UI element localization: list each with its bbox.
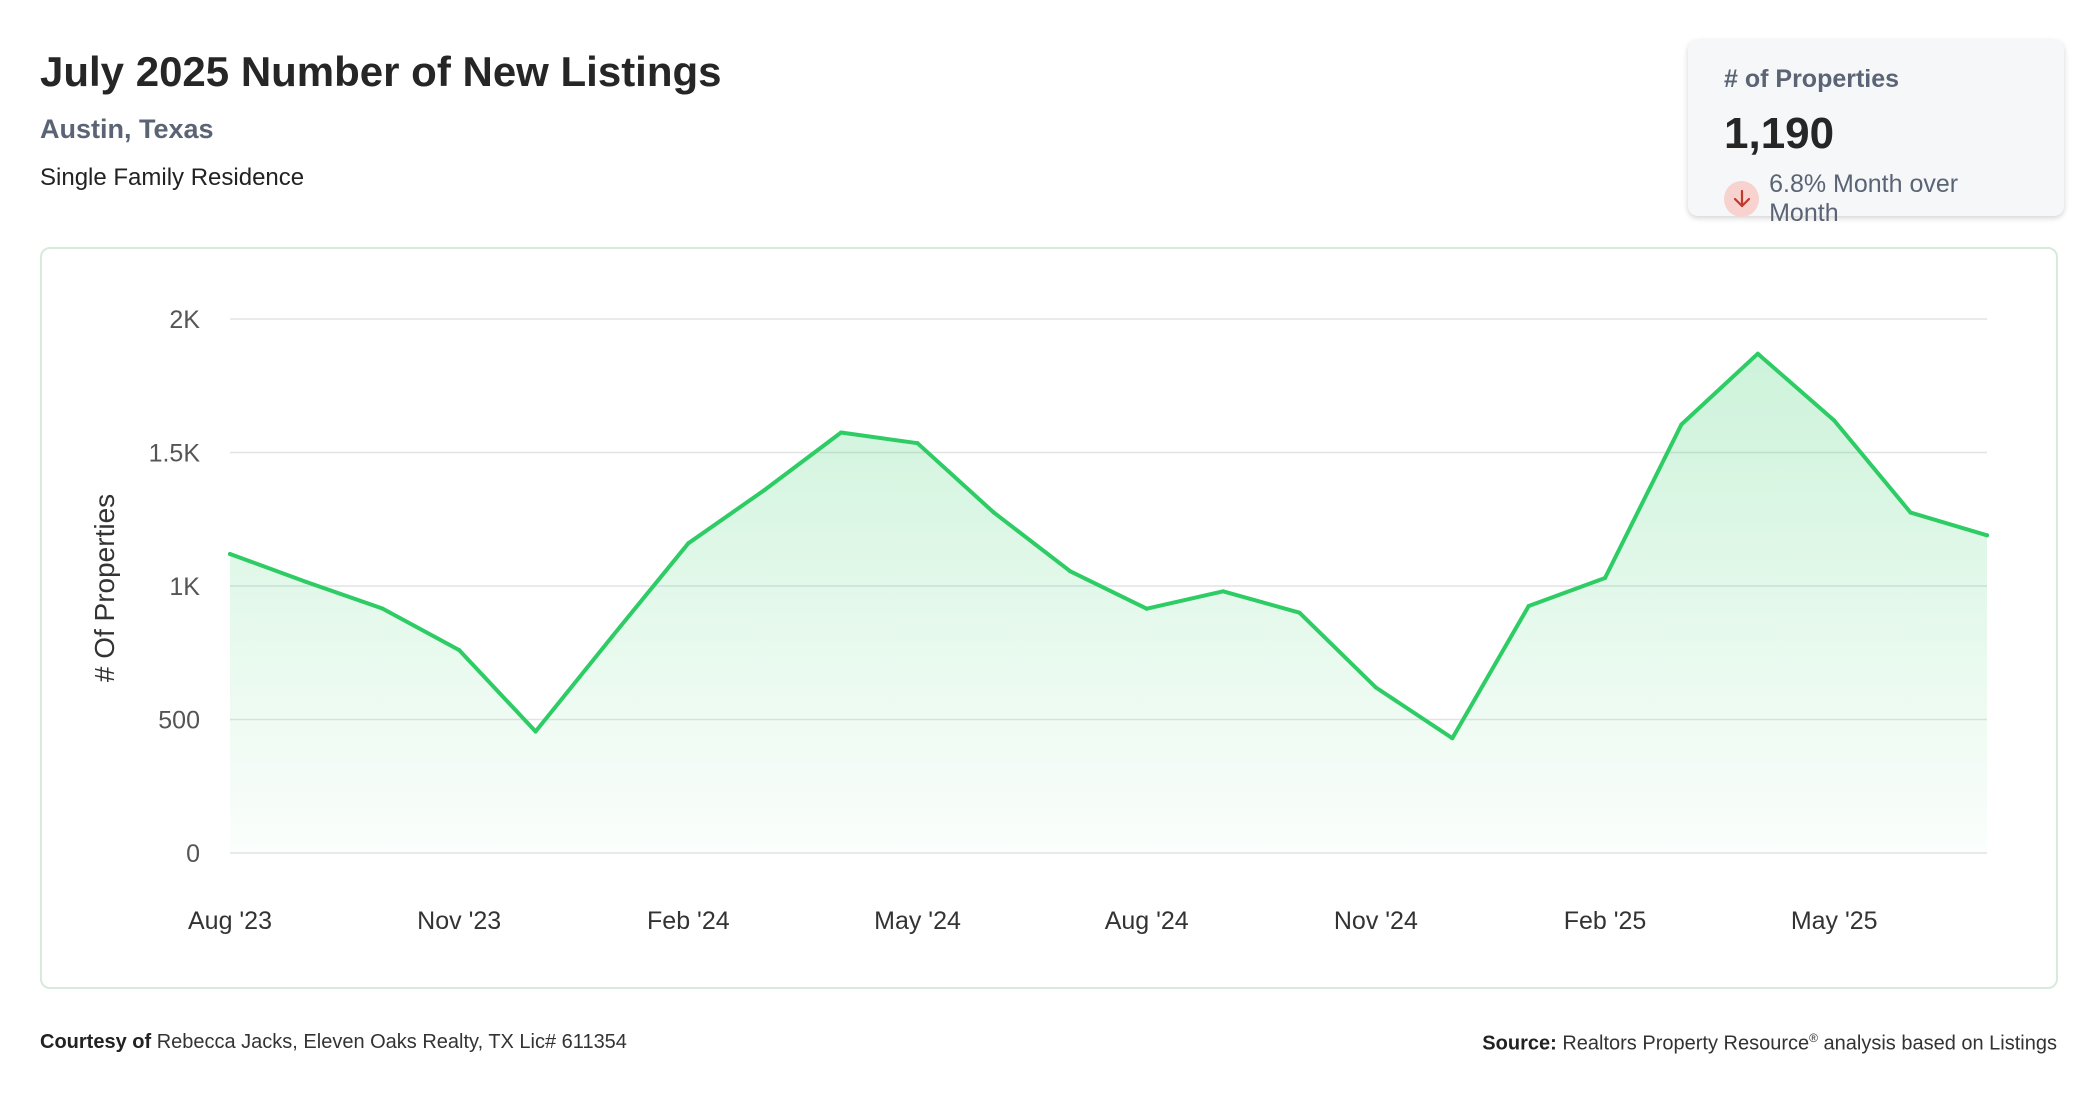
data-point: [1373, 685, 1378, 690]
data-point: [915, 441, 920, 446]
data-point: [1068, 569, 1073, 574]
y-tick-label: 0: [186, 840, 200, 868]
data-point: [1144, 606, 1149, 611]
data-point: [1526, 604, 1531, 609]
property-type-label: Single Family Residence: [40, 164, 305, 191]
arrow-down-icon: [1724, 181, 1760, 217]
data-point: [1832, 418, 1837, 423]
stat-label: # of Properties: [1724, 65, 1900, 93]
data-point: [839, 430, 844, 435]
data-point: [380, 606, 385, 611]
y-axis-label: # Of Properties: [89, 494, 120, 682]
data-point: [1679, 422, 1684, 427]
chart-frame: 0 500 1K 1.5K 2K Aug '23 Nov '23 Feb '24 May '2…: [40, 247, 2058, 989]
stat-change-text: 6.8% Month over Month: [1769, 170, 1959, 227]
header: July 2025 Number of New Listings Austin,…: [40, 44, 722, 193]
source-text-2: analysis based on Listings: [1823, 1032, 2057, 1055]
data-point: [457, 648, 462, 653]
x-tick-label: Aug '24: [1105, 907, 1189, 935]
stat-change: 6.8% Month over Month: [1724, 170, 2028, 228]
stat-card: # of Properties 1,190 6.8% Month over Mo…: [1688, 40, 2064, 227]
courtesy-text: Rebecca Jacks, Eleven Oaks Realty, TX Li…: [156, 1031, 627, 1053]
data-point: [1221, 589, 1226, 594]
x-tick-label: Feb '24: [647, 907, 730, 935]
x-tick-label: Feb '25: [1564, 907, 1647, 935]
series-line: [228, 351, 1989, 741]
data-point: [686, 541, 691, 546]
x-tick-label: Aug '23: [188, 907, 272, 935]
x-tick-label: Nov '23: [417, 907, 501, 935]
data-point: [533, 729, 538, 734]
x-tick-label: May '25: [1791, 907, 1878, 935]
page-title: July 2025 Number of New Listings: [40, 48, 722, 95]
location-subtitle: Austin, Texas: [40, 114, 214, 144]
data-point: [609, 634, 614, 639]
data-point: [228, 551, 232, 556]
area-chart: 0 500 1K 1.5K 2K Aug '23 Nov '23 Feb '24 May '2…: [89, 306, 1989, 935]
y-tick-label: 2K: [169, 306, 200, 334]
data-point: [1450, 736, 1455, 741]
source-text: Realtors Property Resource: [1562, 1032, 1810, 1055]
footer-source: Source: Realtors Property Resource® anal…: [1482, 1031, 2057, 1056]
data-point: [304, 579, 309, 584]
data-point: [1908, 510, 1913, 515]
source-label: Source:: [1482, 1032, 1557, 1055]
courtesy-label: Courtesy of: [40, 1031, 152, 1053]
x-tick-label: May '24: [874, 907, 961, 935]
y-tick-label: 1.5K: [149, 440, 201, 468]
data-point: [1985, 533, 1989, 538]
y-tick-label: 500: [158, 707, 200, 735]
data-point: [1297, 610, 1302, 615]
data-point: [762, 487, 767, 492]
area-fill: [230, 353, 1987, 853]
stat-value: 1,190: [1724, 109, 1835, 158]
x-tick-label: Nov '24: [1334, 907, 1418, 935]
y-tick-label: 1K: [169, 573, 200, 601]
data-point: [1603, 575, 1608, 580]
data-point: [1755, 351, 1760, 356]
data-point: [991, 510, 996, 515]
footer-courtesy: Courtesy of Rebecca Jacks, Eleven Oaks R…: [40, 1031, 627, 1054]
registered-mark: ®: [1809, 1031, 1818, 1045]
